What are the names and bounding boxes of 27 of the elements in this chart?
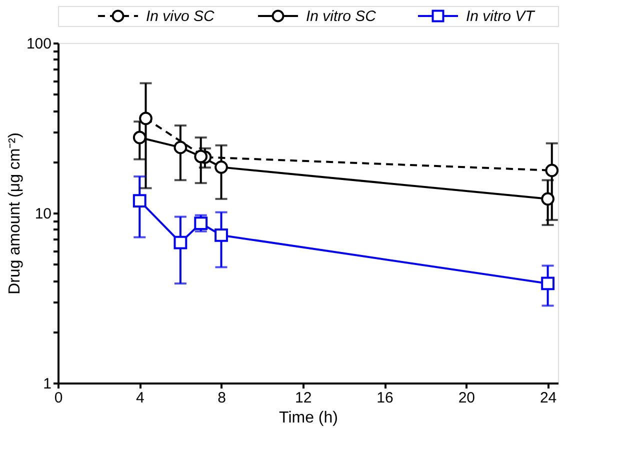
legend-label: In vitro SC: [306, 8, 376, 25]
point: [139, 112, 152, 126]
point: [194, 150, 208, 164]
y-tick-label: 100: [26, 36, 52, 52]
x-tick-label: 8: [218, 390, 226, 406]
y-tick-label: 10: [34, 206, 52, 222]
legend-label: In vitro VT: [466, 8, 536, 25]
y-axis-title: Drug amount (μg cm⁻²): [6, 132, 24, 294]
x-tick-label: 4: [136, 390, 144, 406]
point: [194, 216, 208, 230]
x-tick-label: 20: [458, 390, 476, 406]
point: [541, 276, 554, 290]
y-tick-label: 1: [43, 376, 52, 392]
x-tick-label: 12: [295, 390, 312, 406]
legend-label: In vivo SC: [146, 8, 215, 25]
point: [132, 194, 146, 208]
x-tick-label: 24: [540, 390, 557, 406]
x-tick-label: 0: [54, 390, 63, 406]
point: [174, 140, 188, 154]
point: [132, 130, 146, 144]
point: [541, 192, 554, 206]
point: [214, 160, 228, 174]
point: [545, 164, 559, 178]
x-tick-label: 16: [376, 390, 394, 406]
point: [174, 236, 188, 250]
x-axis-title: Time (h): [279, 410, 338, 426]
point: [214, 228, 228, 242]
